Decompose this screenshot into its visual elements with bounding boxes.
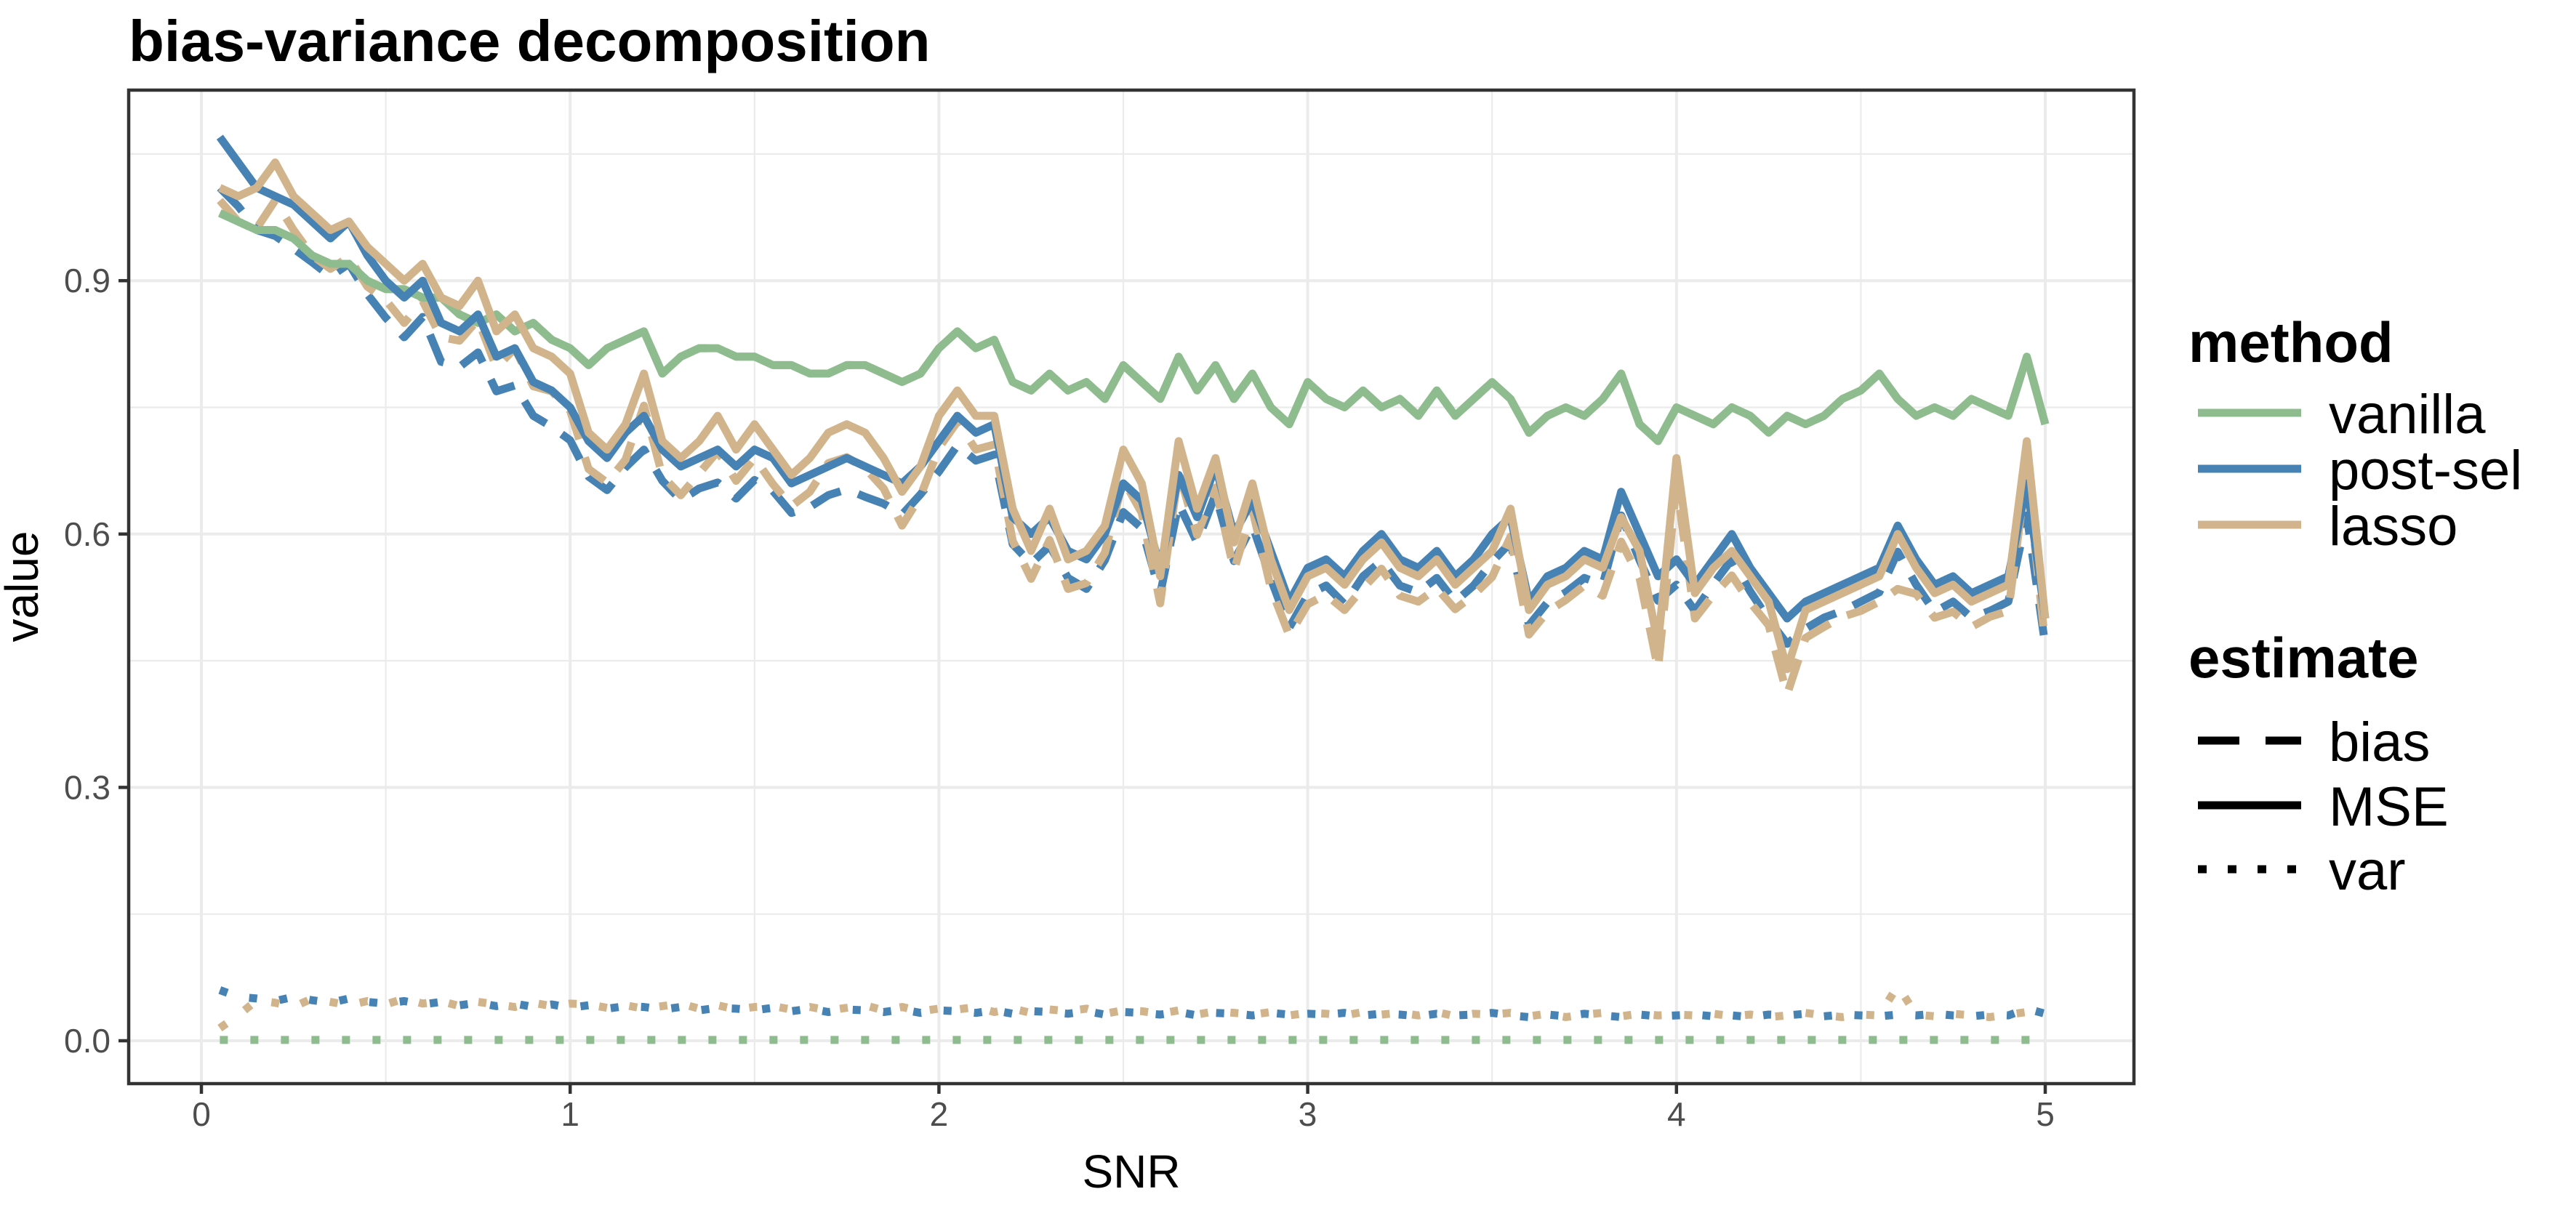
- legend-item-bias: bias: [2329, 712, 2430, 773]
- x-tick-label: 4: [1667, 1095, 1686, 1133]
- legend-item-var: var: [2329, 840, 2406, 902]
- x-tick-label: 0: [192, 1095, 211, 1133]
- legend-method-title: method: [2188, 310, 2394, 374]
- x-tick-label: 1: [561, 1095, 579, 1133]
- panel-border: [127, 88, 2136, 1086]
- x-axis-title: SNR: [1082, 1145, 1180, 1198]
- series-post-sel-var: [218, 986, 2047, 1021]
- plot-title: bias-variance decomposition: [129, 9, 931, 73]
- legend-item-mse: MSE: [2329, 776, 2449, 838]
- legend-item-vanilla: vanilla: [2329, 384, 2486, 446]
- legend-method: method vanilla post-sel lasso: [2188, 310, 2522, 557]
- y-tick-label: 0.6: [64, 515, 111, 553]
- y-tick-label: 0.0: [64, 1022, 111, 1060]
- legend-item-post-sel: post-sel: [2329, 440, 2522, 501]
- axis-ticks: [119, 278, 2047, 1094]
- legend-estimate: estimate bias MSE var: [2188, 626, 2449, 902]
- series-post-sel-bias: [217, 185, 2050, 648]
- data-series: [216, 134, 2050, 1044]
- y-tick-label: 0.9: [64, 262, 111, 299]
- x-tick-label: 5: [2036, 1095, 2055, 1133]
- legend-estimate-title: estimate: [2188, 626, 2419, 690]
- x-tick-label: 3: [1299, 1095, 1317, 1133]
- y-axis-title: value: [0, 531, 48, 642]
- axis-tick-labels: 0 1 2 3 4 5 0.0 0.3 0.6 0.9: [64, 262, 2055, 1133]
- plot-panel: [129, 90, 2134, 1084]
- y-tick-label: 0.3: [64, 768, 111, 806]
- x-tick-label: 2: [930, 1095, 949, 1133]
- series-post-sel-MSE: [216, 134, 2050, 623]
- series-lasso-MSE: [218, 158, 2050, 674]
- legend-item-lasso: lasso: [2329, 496, 2457, 557]
